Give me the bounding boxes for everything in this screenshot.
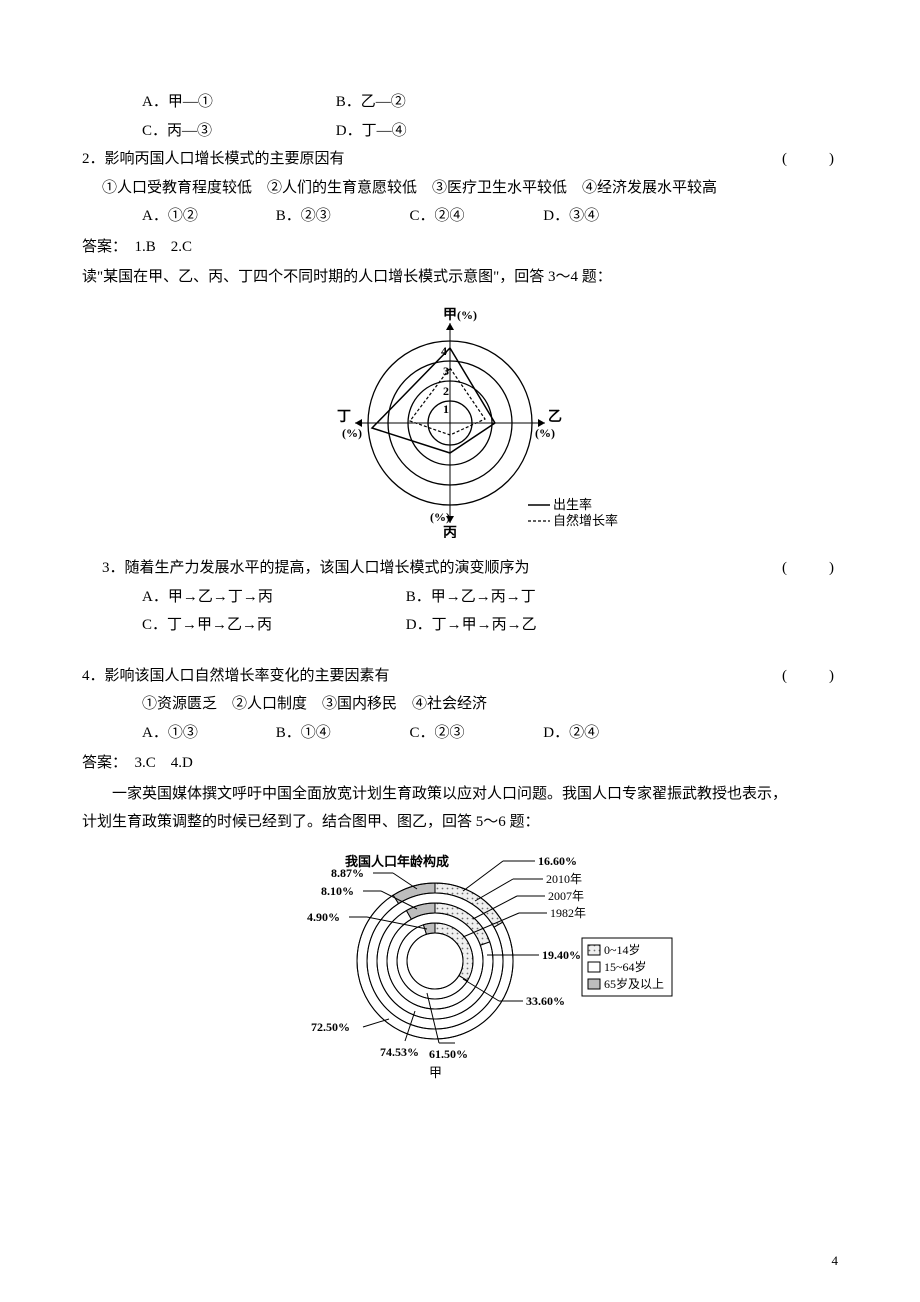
q2-paren: ( ) (782, 145, 838, 174)
diagram-1: 1 2 3 4 甲 (%) 乙 (%) 丙 (%) 丁 (%) 出生率 自然增长… (300, 298, 620, 538)
d2-1660: 16.60% (538, 854, 577, 868)
diagram-2-wrap: 我国人口年龄构成 16.60% 2010年 2007年 1982年 8.87% … (82, 843, 838, 1094)
d2-1940: 19.40% (542, 948, 581, 962)
d2-legend: 0~14岁 15~64岁 65岁及以上 (582, 938, 672, 996)
d2-6150: 61.50% (429, 1047, 468, 1061)
legend-solid: 出生率 (553, 497, 592, 512)
q1-options-row-2: C．丙—③ D．丁—④ (82, 117, 838, 146)
intro-5-6-l1: 一家英国媒体撰文呼吁中国全面放宽计划生育政策以应对人口问题。我国人口专家翟振武教… (82, 780, 838, 809)
ring-1-label: 1 (443, 402, 449, 416)
q3-opt-c: C．丁→甲→乙→丙 (142, 611, 402, 640)
axis-top-label: 甲 (443, 307, 457, 323)
d2-year-2007: 2007年 (548, 889, 584, 903)
d2-3360: 33.60% (526, 994, 565, 1008)
legend-15-64: 15~64岁 (604, 959, 647, 974)
q4-opt-b: B．①④ (276, 719, 406, 748)
q2-options: A．①② B．②③ C．②④ D．③④ (82, 202, 838, 231)
ring-2-label: 2 (443, 384, 449, 398)
d2-7250: 72.50% (311, 1020, 350, 1034)
legend-65p: 65岁及以上 (604, 976, 664, 991)
q2-opt-b: B．②③ (276, 202, 406, 231)
answer-3-4: 答案： 3.C 4.D (82, 749, 838, 778)
q3-opt-a: A．甲→乙→丁→丙 (142, 583, 402, 612)
axis-bottom-pct: (%) (430, 510, 450, 524)
q2-opt-a: A．①② (142, 202, 272, 231)
q3-stem-row: 3．随着生产力发展水平的提高，该国人口增长模式的演变顺序为 ( ) (82, 554, 838, 583)
q1-opt-b: B．乙—② (336, 88, 526, 117)
intro-3-4: 读"某国在甲、乙、丙、丁四个不同时期的人口增长模式示意图"，回答 3～4 题： (82, 263, 838, 292)
q2-opt-d: D．③④ (543, 202, 673, 231)
q3-opts-row2: C．丁→甲→乙→丙 D．丁→甲→丙→乙 (82, 611, 838, 640)
answer-1-2: 答案： 1.B 2.C (82, 233, 838, 262)
intro-5-6-l2: 计划生育政策调整的时候已经到了。结合图甲、图乙，回答 5～6 题： (82, 808, 838, 837)
q3-opt-b: B．甲→乙→丙→丁 (406, 583, 666, 612)
q3-stem: 3．随着生产力发展水平的提高，该国人口增长模式的演变顺序为 (102, 554, 530, 583)
page-number: 4 (832, 1249, 839, 1274)
q4-opt-a: A．①③ (142, 719, 272, 748)
d2-810: 8.10% (321, 884, 354, 898)
q4-opt-c: C．②③ (410, 719, 540, 748)
q3-opt-d: D．丁→甲→丙→乙 (406, 611, 666, 640)
axis-top-pct: (%) (457, 308, 477, 322)
legend-dash: 自然增长率 (553, 513, 618, 528)
q1-opt-d: D．丁—④ (336, 117, 526, 146)
q3-paren: ( ) (782, 554, 838, 583)
q4-paren: ( ) (782, 662, 838, 691)
q2-stem: 2．影响丙国人口增长模式的主要原因有 (82, 145, 345, 174)
q1-options-row-1: A．甲—① B．乙—② (82, 88, 838, 117)
q4-stem: 4．影响该国人口自然增长率变化的主要因素有 (82, 662, 390, 691)
spacer (82, 640, 838, 662)
axis-right-pct: (%) (535, 426, 555, 440)
d2-887: 8.87% (331, 866, 364, 880)
q4-opt-d: D．②④ (543, 719, 673, 748)
diagram-1-wrap: 1 2 3 4 甲 (%) 乙 (%) 丙 (%) 丁 (%) 出生率 自然增长… (82, 298, 838, 549)
legend-0-14: 0~14岁 (604, 942, 641, 957)
d2-caption: 甲 (429, 1065, 442, 1080)
axis-left-label: 丁 (337, 410, 351, 425)
q2-stem-row: 2．影响丙国人口增长模式的主要原因有 ( ) (82, 145, 838, 174)
q2-choices-line: ①人口受教育程度较低 ②人们的生育意愿较低 ③医疗卫生水平较低 ④经济发展水平较… (82, 174, 838, 203)
q4-options: A．①③ B．①④ C．②③ D．②④ (82, 719, 838, 748)
axis-left-pct: (%) (342, 426, 362, 440)
d2-7453: 74.53% (380, 1045, 419, 1059)
q3-opts-row1: A．甲→乙→丁→丙 B．甲→乙→丙→丁 (82, 583, 838, 612)
q4-choices-line: ①资源匮乏 ②人口制度 ③国内移民 ④社会经济 (82, 690, 838, 719)
d2-490: 4.90% (307, 910, 340, 924)
d2-year-1982: 1982年 (550, 906, 586, 920)
axis-right-label: 乙 (548, 409, 562, 425)
q4-stem-row: 4．影响该国人口自然增长率变化的主要因素有 ( ) (82, 662, 838, 691)
axis-bottom-label: 丙 (443, 525, 457, 538)
q2-opt-c: C．②④ (410, 202, 540, 231)
q1-opt-c: C．丙—③ (142, 117, 332, 146)
diagram-2: 我国人口年龄构成 16.60% 2010年 2007年 1982年 8.87% … (240, 843, 680, 1083)
d2-year-2010: 2010年 (546, 872, 582, 886)
q1-opt-a: A．甲—① (142, 88, 332, 117)
